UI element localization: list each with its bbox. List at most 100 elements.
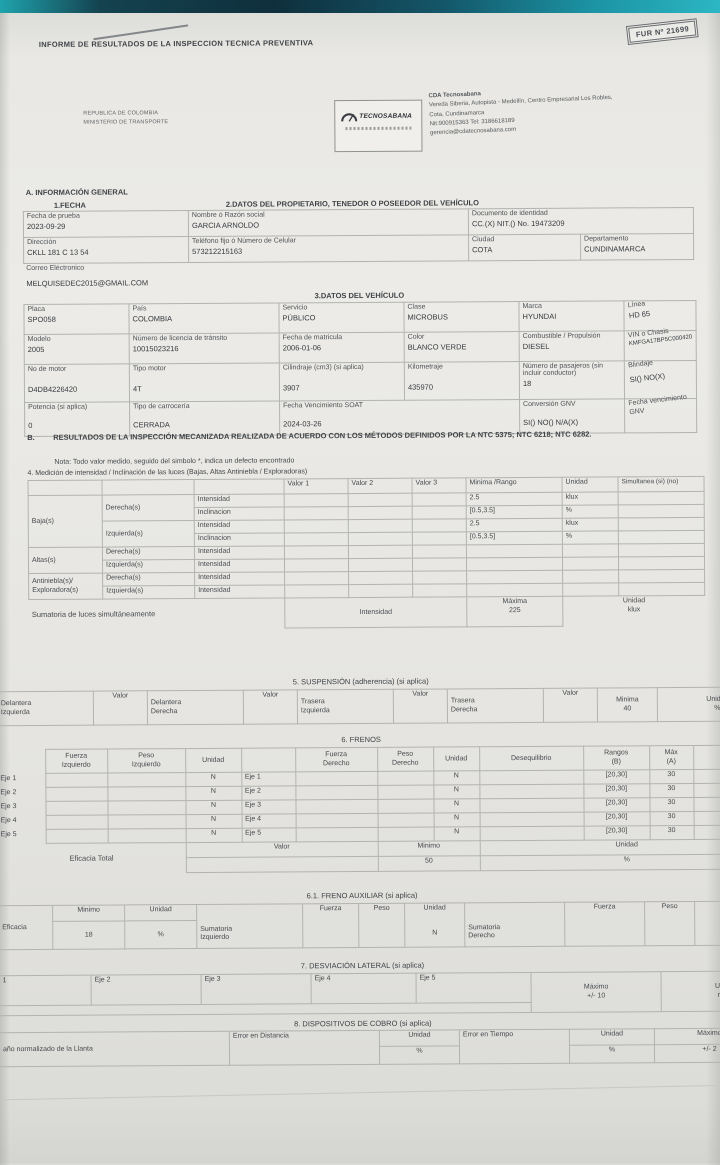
izquierdo-label: Izquierdo (200, 934, 230, 942)
ciudad-label: Ciudad (472, 236, 495, 244)
placa-value: SPO058 (27, 314, 56, 325)
susp-valor-header: Valor (93, 690, 148, 726)
side-izquierda: Izquierda(s) (102, 520, 195, 548)
unidad-value: m/km (717, 991, 720, 999)
motor-value: D4DB4226420 (27, 384, 78, 395)
fecha-prueba-label: Fecha de prueba (26, 212, 80, 221)
empty-value (377, 785, 434, 800)
modelo-label: Modelo (27, 335, 51, 344)
unidad-value: % (562, 530, 619, 545)
minima-label: Minima (616, 696, 639, 704)
correo-value: MELQUISEDEC2015@GMAIL.COM (26, 278, 149, 289)
documento-label: Documento de identidad (471, 209, 548, 218)
telefono-value: 573212215163 (192, 246, 243, 257)
empty-value (107, 814, 186, 830)
empty-value (412, 570, 467, 585)
measure-intensidad: Intensidad (194, 571, 285, 586)
fecha-prueba-cell: Fecha de prueba 2023-09-29 (23, 210, 189, 238)
cilindraje-value: 3907 (282, 383, 300, 393)
header-valor1: Valor 1 (284, 478, 349, 494)
combustible-cell: Combustible / Propulsión DIESEL (519, 330, 625, 362)
vehicle-table: Placa SPO058 País COLOMBIA Servicio PÚBLICO… (23, 300, 697, 437)
empty-cell (194, 478, 285, 495)
potencia-value: 0 (28, 420, 33, 431)
peso-label: Peso (397, 750, 414, 758)
empty-value (618, 530, 705, 544)
freno-aux-table: Eficacia Minimo Unidad Fuerza Peso Unida… (0, 900, 720, 950)
empty-cell (28, 480, 103, 496)
empty-value (45, 829, 108, 844)
sumatoria-maxima: Máxima 225 (466, 596, 563, 627)
llanta-label-cell: año normalizado de la Llanta (0, 1031, 230, 1067)
section-b-text: RESULTADOS DE LA INSPECCIÓN MECANIZADA R… (53, 429, 592, 442)
telefono-cell: Teléfono fijo ó Número de Celular 573212… (188, 234, 469, 263)
rangos-b-label: (B) (611, 757, 621, 765)
servicio-value: PÚBLICO (282, 313, 316, 323)
empty-cell (241, 747, 296, 773)
eficacia-valor-header: Valor (185, 841, 378, 858)
side-izquierda: Izquierda(s) (102, 559, 195, 574)
combustible-value: DIESEL (522, 341, 550, 352)
group-antiniebla-line1: Antiniebla(s)/ (32, 577, 74, 585)
empty-value (479, 770, 584, 785)
empty-value (348, 545, 413, 559)
max-value: 30 (649, 769, 694, 784)
aux-unidad-clipped: Unidad (694, 900, 720, 918)
empty-value (45, 815, 108, 830)
marca-value: HYUNDAI (522, 311, 557, 322)
empty-value (377, 771, 434, 786)
empty-cell (196, 903, 303, 921)
empty-cell (102, 479, 195, 496)
desviacion-table: 1 Eje 2 Eje 3 Eje 4 Eje 5 Máximo +/- 10 U… (0, 970, 720, 1016)
aux-minimo-value: 18 (52, 920, 125, 950)
empty-value (412, 531, 467, 546)
fur-number-text: FUR Nº 21699 (628, 20, 697, 43)
empty-value (284, 571, 349, 585)
measure-intensidad: Intensidad (194, 493, 285, 508)
carroceria-value: CERRADA (133, 420, 170, 430)
max-label: Máx (664, 748, 678, 756)
empty-value (618, 543, 705, 557)
header-simultanea: Simultanea (si) (no) (617, 476, 705, 492)
departamento-value: CUNDINAMARCA (584, 244, 646, 254)
fur-number-stamp: FUR Nº 21699 (625, 18, 700, 46)
group-antiniebla-line2: Exploradora(s) (32, 586, 79, 594)
nombre-cell: Nombre ó Razón social GARCIA ARNOLDO (188, 208, 469, 237)
eje-cell-label: Eje 5 (241, 827, 296, 843)
empty-value (412, 505, 467, 520)
unidad-value: klux (627, 606, 641, 614)
susp-pos-label: Trasera Derecha (447, 688, 544, 723)
sumatoria-intensidad: Intensidad (284, 596, 467, 628)
tipo-motor-label: Tipo motor (132, 365, 167, 373)
susp-pos-label: Delantera Izquierda (0, 691, 94, 726)
empty-value (412, 557, 467, 572)
empty-value (284, 558, 349, 572)
licencia-value: 10015023216 (132, 344, 179, 354)
aux-fuerza-header: Fuerza (564, 901, 645, 919)
rango-value: [20,30] (583, 797, 650, 813)
header-rangos: Rangos (B) (583, 745, 650, 771)
unidad-value: klux (562, 491, 619, 506)
empty-value (377, 813, 434, 828)
aux-fuerza-header: Fuerza (302, 903, 359, 920)
header-desequilibrio: Desequilibrio (479, 746, 584, 771)
empty-value (618, 556, 705, 570)
rango-value: [20,30] (583, 783, 650, 799)
nombre-label: Nombre ó Razón social (191, 211, 265, 220)
placa-cell: Placa SPO058 (23, 303, 130, 335)
blindaje-label: Blindaje (627, 359, 654, 370)
max-value: 30 (649, 797, 694, 812)
empty-value (618, 517, 705, 531)
documento-value: CC.(X) NIT.() No. 19473209 (471, 218, 565, 229)
susp-pos-label: Delantera Derecha (147, 690, 244, 725)
cilindraje-label: Cilindraje (cm3) (si aplica) (282, 363, 364, 372)
empty-value (358, 919, 405, 948)
fecha-prueba-value: 2023-09-29 (26, 221, 66, 232)
empty-value (562, 569, 619, 584)
minima-value: 2.5 (466, 492, 563, 506)
unidad-n: N (433, 770, 480, 786)
header-unidad-clipped: Unidad (693, 744, 720, 770)
modelo-value: 2005 (27, 344, 45, 355)
empty-value (295, 799, 378, 814)
